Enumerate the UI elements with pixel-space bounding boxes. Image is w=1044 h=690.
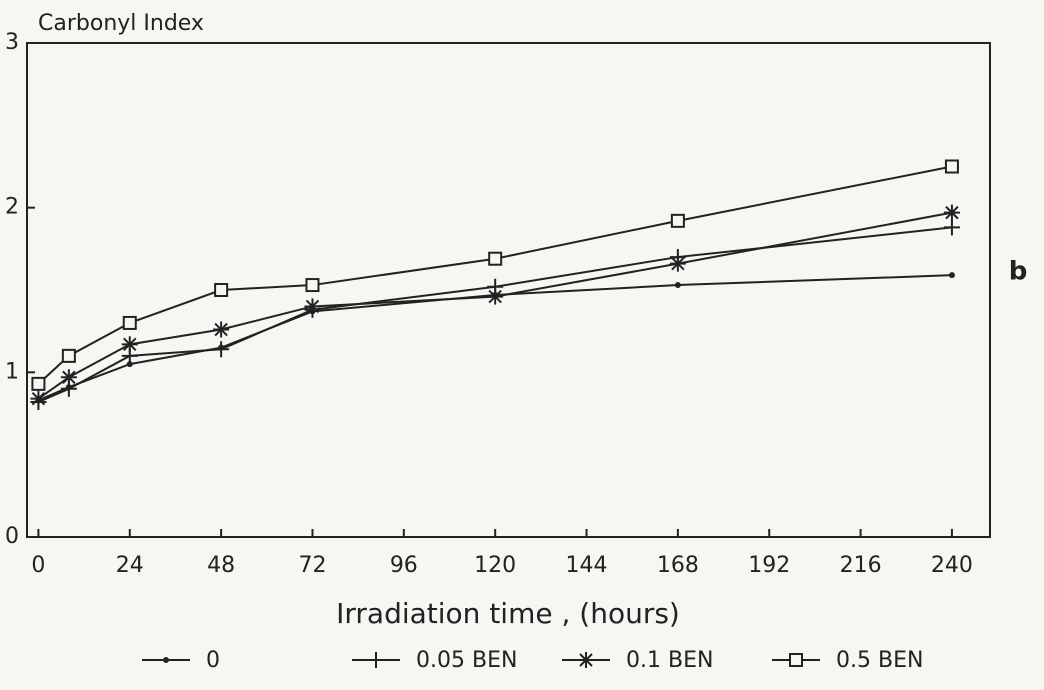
marker-stroke: [214, 322, 228, 337]
y-tick-label: 0: [5, 524, 19, 549]
x-axis-title: Irradiation time , (hours): [336, 597, 680, 630]
marker-dot: [674, 282, 681, 289]
marker: [488, 251, 503, 266]
x-tick-label: 72: [298, 553, 326, 578]
marker-square: [488, 251, 503, 266]
x-tick-label: 120: [474, 553, 516, 578]
x-tick-label: 216: [840, 553, 882, 578]
marker: [674, 282, 681, 289]
legend-label: 0: [206, 648, 220, 673]
marker-stroke: [305, 299, 320, 314]
marker-square: [305, 278, 320, 293]
marker: [61, 348, 76, 363]
marker: [670, 213, 685, 228]
x-tick-label: 48: [207, 553, 235, 578]
marker-dot: [948, 272, 955, 279]
marker-stroke: [123, 337, 137, 352]
marker: [368, 652, 384, 668]
marker: [304, 298, 321, 315]
marker-stroke: [579, 653, 593, 667]
x-tick-label: 96: [390, 553, 418, 578]
marker: [214, 283, 229, 297]
x-tick-label: 0: [31, 553, 45, 578]
marker: [31, 376, 46, 391]
legend-label: 0.05 BEN: [416, 648, 517, 673]
marker-square: [670, 213, 685, 228]
marker-stroke: [671, 256, 685, 271]
marker-square: [31, 376, 46, 391]
x-tick-label: 240: [931, 553, 973, 578]
marker-square: [214, 283, 229, 297]
marker-dot: [163, 657, 169, 663]
x-tick-label: 24: [116, 553, 144, 578]
marker-stroke: [945, 205, 959, 220]
marker: [669, 255, 686, 272]
panel-label: b: [1009, 257, 1028, 287]
marker: [944, 159, 959, 174]
marker: [943, 204, 960, 221]
legend-label: 0.5 BEN: [836, 648, 923, 673]
marker: [305, 278, 320, 293]
marker: [126, 361, 133, 368]
marker: [213, 341, 230, 358]
marker: [122, 315, 137, 330]
x-tick-label: 168: [657, 553, 699, 578]
marker-square: [789, 653, 803, 667]
marker: [163, 657, 169, 663]
plot-frame: [26, 42, 991, 538]
x-tick-label: 144: [566, 553, 608, 578]
marker: [487, 288, 504, 305]
series-line: [37, 165, 953, 385]
y-tick-label: 1: [5, 359, 19, 384]
y-axis-title: Carbonyl Index: [38, 11, 204, 36]
marker: [943, 219, 960, 236]
marker: [948, 272, 955, 279]
marker: [578, 652, 594, 668]
marker-stroke: [62, 370, 76, 384]
y-tick-label: 2: [5, 195, 19, 220]
marker-dot: [126, 361, 133, 368]
series-line: [38, 226, 953, 403]
y-tick-label: 3: [5, 30, 19, 55]
marker-square: [61, 348, 76, 363]
marker: [789, 653, 803, 667]
marker-square: [944, 159, 959, 174]
marker: [60, 369, 77, 386]
marker: [213, 321, 230, 338]
marker-stroke: [488, 289, 502, 304]
marker: [121, 336, 138, 353]
marker-stroke: [31, 391, 46, 406]
legend-label: 0.1 BEN: [626, 648, 713, 673]
x-tick-label: 192: [748, 553, 790, 578]
series-line: [37, 211, 953, 400]
marker: [30, 390, 47, 407]
marker-square: [122, 315, 137, 330]
